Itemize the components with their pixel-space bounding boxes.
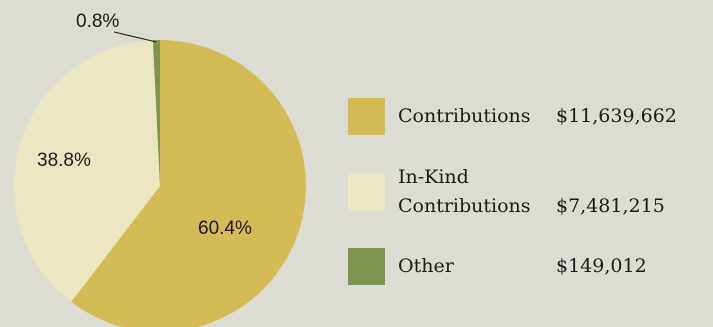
pie-slice-contributions: [71, 40, 306, 327]
leader-line-other: [113, 31, 157, 43]
legend-swatch-in-kind: [348, 174, 385, 211]
legend-label-in-kind-line1: In-Kind: [398, 166, 469, 188]
legend-swatch-other: [348, 248, 385, 285]
pie-label-in-kind: 38.8%: [37, 150, 91, 171]
legend-value-contributions: $11,639,662: [556, 105, 677, 127]
legend-label-other: Other: [398, 255, 454, 277]
legend-value-in-kind: $7,481,215: [556, 195, 665, 217]
legend-label-contributions: Contributions: [398, 105, 531, 127]
pie-label-contributions: 60.4%: [198, 218, 252, 239]
pie-chart: 60.4% 38.8% 0.8%: [13, 11, 306, 327]
legend-swatch-contributions: [348, 98, 385, 135]
legend-value-other: $149,012: [556, 255, 647, 277]
legend-label-in-kind-line2: Contributions: [398, 195, 531, 217]
pie-label-other: 0.8%: [76, 11, 119, 32]
pie-slice-in-kind: [13, 40, 161, 302]
pie-slice-other: [152, 40, 160, 186]
